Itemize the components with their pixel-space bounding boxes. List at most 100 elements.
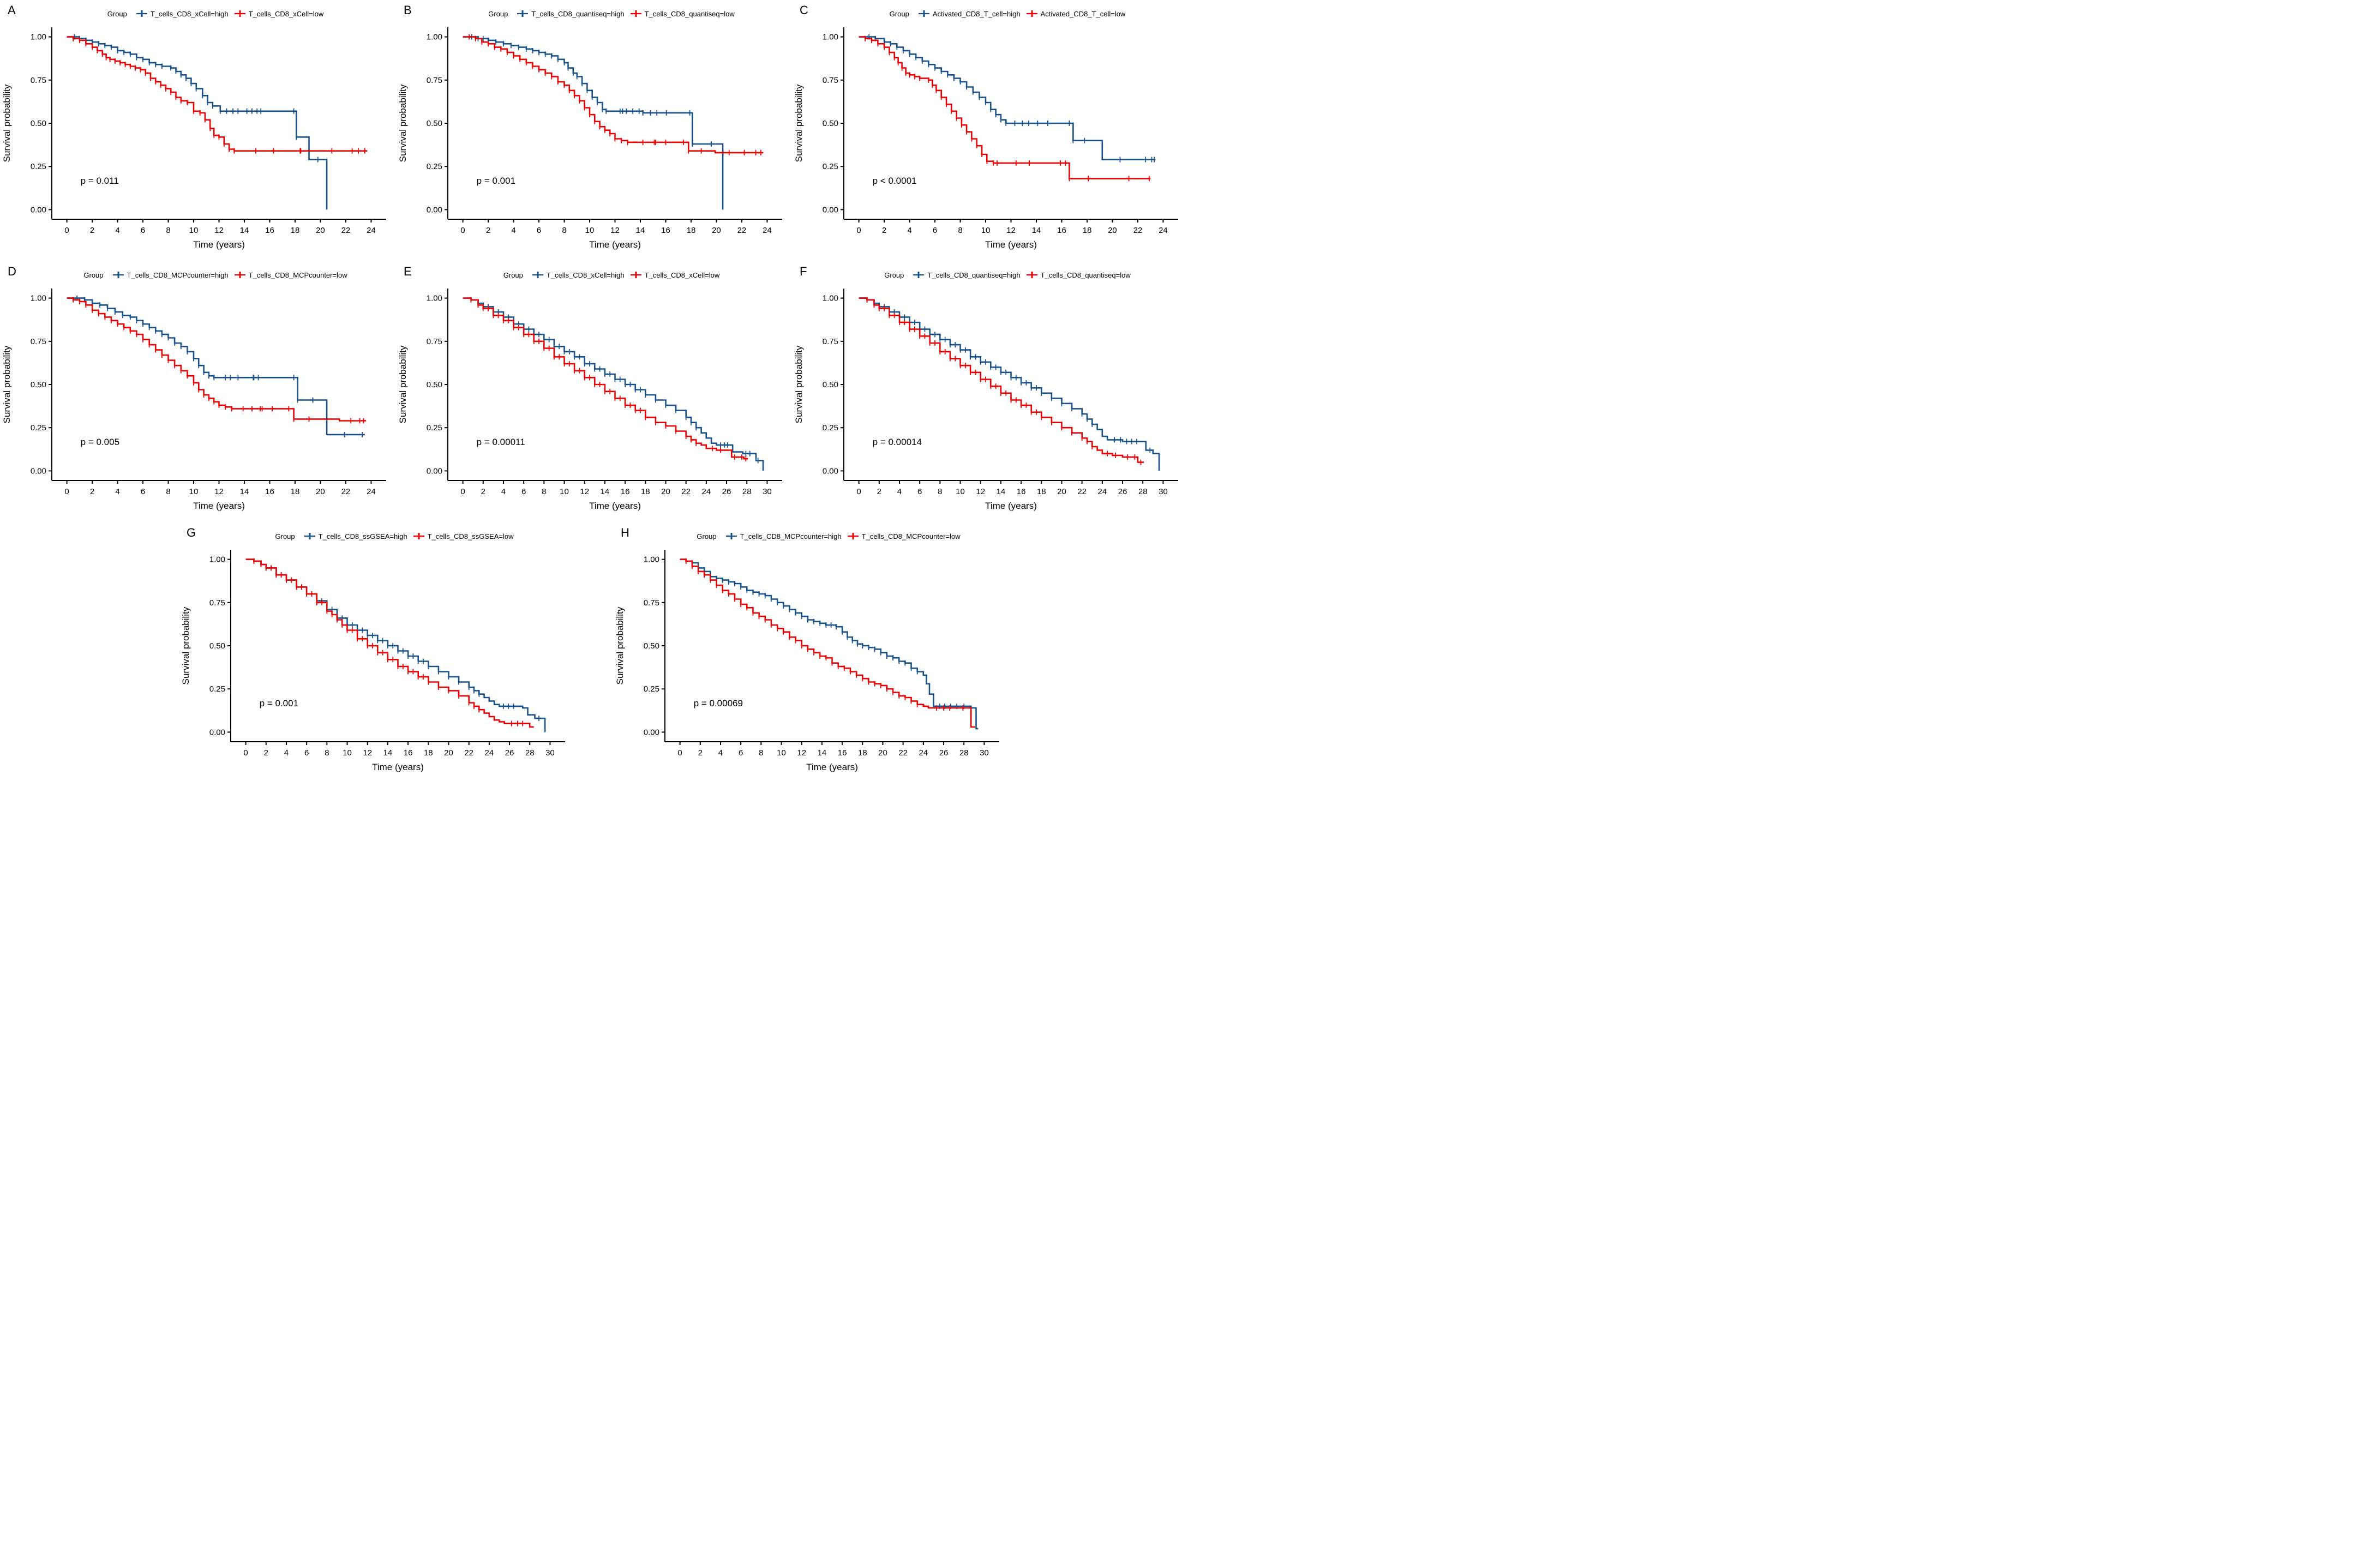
panel-letter-h: H	[621, 526, 629, 539]
svg-text:0.25: 0.25	[31, 423, 46, 432]
svg-text:12: 12	[976, 487, 985, 496]
svg-text:Survival probability: Survival probability	[181, 606, 191, 684]
km-panel-b: B Group T_cells_CD8_quantiseq=high T_cel…	[396, 0, 792, 261]
svg-text:8: 8	[562, 226, 566, 235]
svg-text:0: 0	[460, 226, 465, 235]
legend-label-low: T_cells_CD8_xCell=low	[248, 9, 324, 18]
svg-text:0.00: 0.00	[823, 466, 838, 476]
svg-text:0.50: 0.50	[209, 641, 225, 651]
svg-text:12: 12	[214, 226, 224, 235]
svg-text:6: 6	[537, 226, 541, 235]
svg-text:10: 10	[189, 226, 199, 235]
svg-text:1.00: 1.00	[427, 33, 442, 42]
svg-text:0.25: 0.25	[427, 162, 442, 171]
svg-text:12: 12	[610, 226, 620, 235]
legend-title: Group	[83, 271, 104, 279]
svg-text:p = 0.00069: p = 0.00069	[694, 698, 743, 708]
svg-text:Time (years): Time (years)	[193, 239, 245, 250]
svg-text:8: 8	[938, 487, 942, 496]
figure-row-1: A Group T_cells_CD8_xCell=high T_cells_C…	[0, 0, 1188, 261]
svg-text:6: 6	[739, 748, 743, 758]
svg-text:10: 10	[981, 226, 991, 235]
km-plot-d: 1.000.750.500.250.000 2 4 6 8 10 12 14 16 18 20 22 2…	[2, 289, 386, 511]
svg-text:0: 0	[243, 748, 248, 758]
svg-text:14: 14	[1032, 226, 1041, 235]
svg-text:2: 2	[264, 748, 268, 758]
svg-text:16: 16	[621, 487, 630, 496]
svg-text:0.25: 0.25	[823, 423, 838, 432]
svg-text:20: 20	[1057, 487, 1066, 496]
legend-label-high: T_cells_CD8_xCell=high	[546, 271, 625, 279]
svg-text:16: 16	[661, 226, 670, 235]
censor-plus-marker-icon	[913, 271, 925, 279]
svg-text:24: 24	[367, 487, 376, 496]
legend-label-low: T_cells_CD8_xCell=low	[644, 271, 720, 279]
svg-text:20: 20	[1108, 226, 1117, 235]
km-plot-b: 1.000.750.500.250.000 2 4 6 8 10 12 14 16 18 20 22 2…	[398, 27, 782, 250]
svg-text:0.00: 0.00	[209, 728, 225, 737]
svg-text:12: 12	[1006, 226, 1016, 235]
panel-letter-g: G	[187, 526, 196, 539]
legend-title: Group	[697, 532, 717, 540]
svg-text:2: 2	[481, 487, 485, 496]
svg-text:4: 4	[115, 487, 119, 496]
km-panel-e: E Group T_cells_CD8_xCell=high T_cells_C…	[396, 261, 792, 522]
censor-plus-marker-icon	[413, 532, 425, 540]
svg-text:24: 24	[1159, 226, 1168, 235]
svg-text:Survival probability: Survival probability	[794, 345, 804, 423]
svg-text:0.00: 0.00	[823, 205, 838, 214]
svg-text:4: 4	[718, 748, 723, 758]
svg-text:2: 2	[882, 226, 886, 235]
svg-text:Time (years): Time (years)	[589, 501, 641, 511]
figure-row-2: D Group T_cells_CD8_MCPcounter=high T_ce…	[0, 261, 1188, 522]
svg-text:Survival probability: Survival probability	[794, 84, 804, 162]
svg-text:14: 14	[997, 487, 1006, 496]
svg-text:18: 18	[687, 226, 696, 235]
svg-text:1.00: 1.00	[209, 555, 225, 564]
svg-text:20: 20	[444, 748, 453, 758]
km-panel-g: G Group T_cells_CD8_ssGSEA=high T_cells_…	[179, 522, 575, 784]
km-plot-c: 1.000.750.500.250.000 2 4 6 8 10 12 14 16 18 20 22 2…	[794, 27, 1178, 250]
svg-text:p = 0.005: p = 0.005	[81, 437, 119, 447]
svg-text:12: 12	[363, 748, 372, 758]
svg-text:22: 22	[737, 226, 747, 235]
svg-text:Time (years): Time (years)	[589, 239, 641, 250]
panel-letter-e: E	[404, 265, 412, 278]
svg-text:p = 0.00014: p = 0.00014	[873, 437, 922, 447]
svg-text:22: 22	[1133, 226, 1143, 235]
svg-text:18: 18	[641, 487, 650, 496]
svg-text:0.25: 0.25	[209, 684, 225, 694]
svg-text:0.75: 0.75	[644, 598, 659, 608]
svg-text:14: 14	[240, 487, 249, 496]
svg-text:0.00: 0.00	[427, 466, 442, 476]
legend-d: Group T_cells_CD8_MCPcounter=high T_cell…	[0, 268, 396, 282]
svg-text:1.00: 1.00	[31, 33, 46, 42]
svg-text:6: 6	[304, 748, 309, 758]
svg-text:10: 10	[777, 748, 786, 758]
svg-text:6: 6	[141, 487, 145, 496]
svg-text:16: 16	[404, 748, 413, 758]
svg-text:6: 6	[521, 487, 526, 496]
svg-text:14: 14	[383, 748, 393, 758]
svg-text:20: 20	[316, 226, 325, 235]
svg-text:28: 28	[525, 748, 535, 758]
svg-text:0: 0	[64, 226, 69, 235]
svg-text:2: 2	[90, 487, 94, 496]
svg-text:2: 2	[877, 487, 881, 496]
svg-text:4: 4	[511, 226, 515, 235]
svg-text:10: 10	[343, 748, 352, 758]
censor-plus-marker-icon	[1026, 10, 1038, 17]
svg-text:18: 18	[291, 226, 300, 235]
svg-text:8: 8	[325, 748, 329, 758]
svg-text:0.50: 0.50	[823, 380, 838, 389]
legend-label-high: Activated_CD8_T_cell=high	[932, 9, 1021, 18]
svg-text:30: 30	[545, 748, 555, 758]
svg-text:p = 0.00011: p = 0.00011	[477, 437, 525, 447]
svg-text:0.75: 0.75	[427, 337, 442, 346]
svg-text:2: 2	[698, 748, 703, 758]
km-plot-g: 1.000.750.500.250.000 2 4 6 8 10 12 14 16 18 20 22 2…	[181, 550, 565, 772]
svg-text:6: 6	[141, 226, 145, 235]
legend-label-high: T_cells_CD8_xCell=high	[150, 9, 229, 18]
legend-title: Group	[488, 9, 508, 18]
svg-text:18: 18	[291, 487, 300, 496]
